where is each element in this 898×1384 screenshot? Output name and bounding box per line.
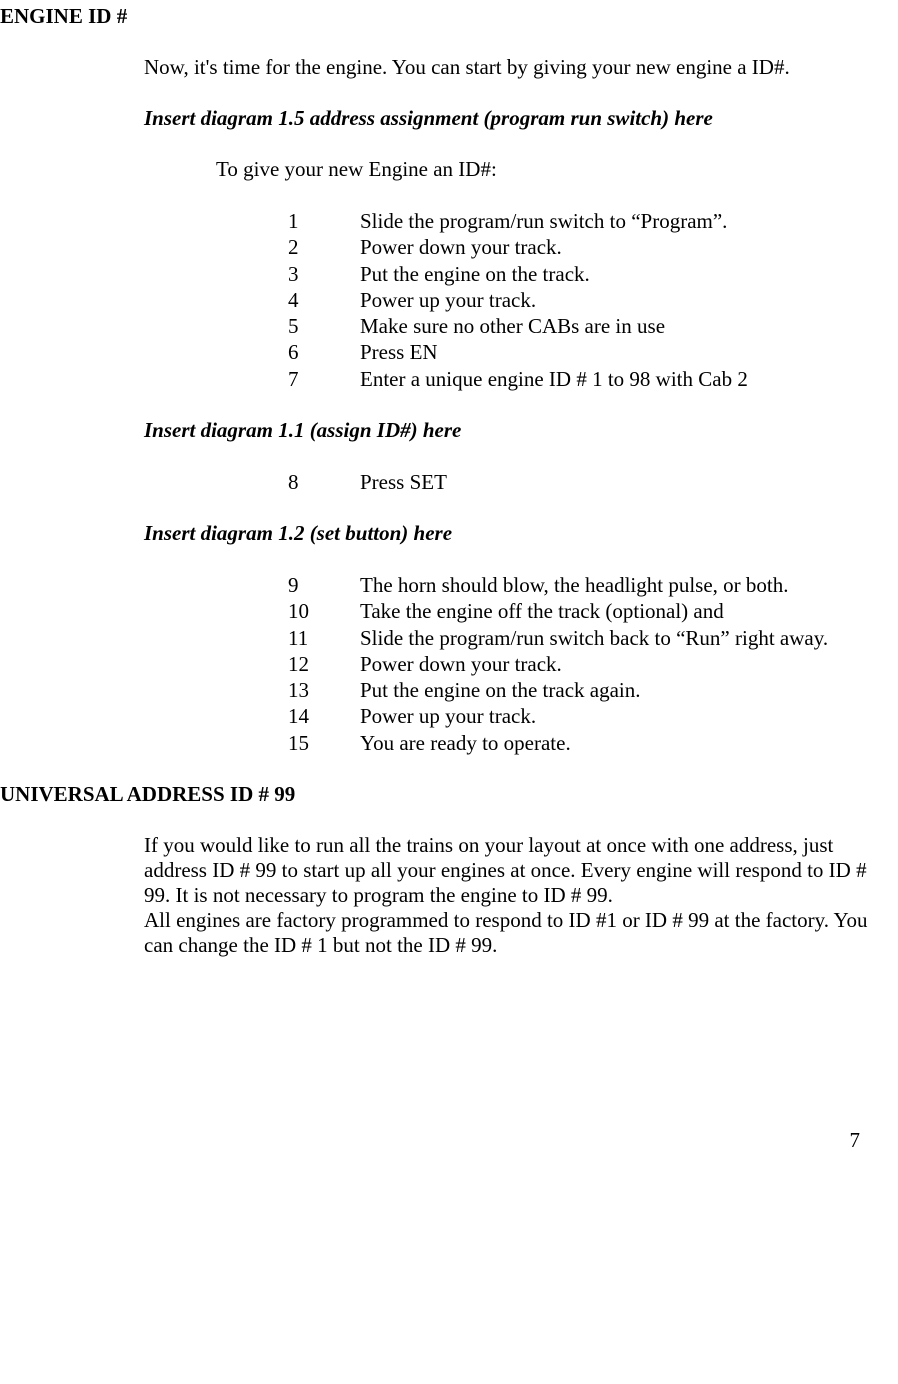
step-text: Take the engine off the track (optional)…: [360, 598, 880, 624]
step-number: 10: [288, 598, 360, 624]
step-list-b: 8 Press SET: [0, 469, 880, 495]
step-text: Power up your track.: [360, 287, 880, 313]
step-number: 5: [288, 313, 360, 339]
step-number: 8: [288, 469, 360, 495]
step-row: 13 Put the engine on the track again.: [288, 677, 880, 703]
step-text: Press EN: [360, 339, 880, 365]
step-text: The horn should blow, the headlight puls…: [360, 572, 880, 598]
step-row: 11 Slide the program/run switch back to …: [288, 625, 880, 651]
step-row: 14 Power up your track.: [288, 703, 880, 729]
step-text: Power up your track.: [360, 703, 880, 729]
step-row: 15 You are ready to operate.: [288, 730, 880, 756]
step-text: Enter a unique engine ID # 1 to 98 with …: [360, 366, 880, 392]
step-row: 2 Power down your track.: [288, 234, 880, 260]
step-number: 1: [288, 208, 360, 234]
step-row: 9 The horn should blow, the headlight pu…: [288, 572, 880, 598]
step-list-c: 9 The horn should blow, the headlight pu…: [0, 572, 880, 756]
step-number: 2: [288, 234, 360, 260]
step-text: Power down your track.: [360, 234, 880, 260]
diagram-note-2: Insert diagram 1.1 (assign ID#) here: [0, 418, 880, 443]
step-list-a: 1 Slide the program/run switch to “Progr…: [0, 208, 880, 392]
section-heading-universal: UNIVERSAL ADDRESS ID # 99: [0, 782, 880, 807]
step-row: 6 Press EN: [288, 339, 880, 365]
step-row: 8 Press SET: [288, 469, 880, 495]
step-text: Press SET: [360, 469, 880, 495]
step-number: 4: [288, 287, 360, 313]
step-text: Put the engine on the track again.: [360, 677, 880, 703]
step-number: 14: [288, 703, 360, 729]
step-text: Slide the program/run switch to “Program…: [360, 208, 880, 234]
step-row: 1 Slide the program/run switch to “Progr…: [288, 208, 880, 234]
universal-para-2: All engines are factory programmed to re…: [0, 908, 880, 958]
step-number: 9: [288, 572, 360, 598]
diagram-note-1: Insert diagram 1.5 address assignment (p…: [0, 106, 880, 131]
step-number: 7: [288, 366, 360, 392]
intro-paragraph: Now, it's time for the engine. You can s…: [0, 55, 880, 80]
step-number: 3: [288, 261, 360, 287]
section-heading-engine-id: ENGINE ID #: [0, 4, 880, 29]
step-number: 13: [288, 677, 360, 703]
step-row: 12 Power down your track.: [288, 651, 880, 677]
step-row: 3 Put the engine on the track.: [288, 261, 880, 287]
step-text: Put the engine on the track.: [360, 261, 880, 287]
universal-para-1: If you would like to run all the trains …: [0, 833, 880, 908]
step-number: 11: [288, 625, 360, 651]
step-text: Make sure no other CABs are in use: [360, 313, 880, 339]
step-text: Power down your track.: [360, 651, 880, 677]
sub-intro: To give your new Engine an ID#:: [0, 157, 880, 182]
step-row: 10 Take the engine off the track (option…: [288, 598, 880, 624]
step-number: 6: [288, 339, 360, 365]
step-text: Slide the program/run switch back to “Ru…: [360, 625, 880, 651]
step-row: 7 Enter a unique engine ID # 1 to 98 wit…: [288, 366, 880, 392]
diagram-note-3: Insert diagram 1.2 (set button) here: [0, 521, 880, 546]
step-number: 12: [288, 651, 360, 677]
step-row: 5 Make sure no other CABs are in use: [288, 313, 880, 339]
step-text: You are ready to operate.: [360, 730, 880, 756]
step-number: 15: [288, 730, 360, 756]
page-number: 7: [0, 1128, 880, 1153]
step-row: 4 Power up your track.: [288, 287, 880, 313]
